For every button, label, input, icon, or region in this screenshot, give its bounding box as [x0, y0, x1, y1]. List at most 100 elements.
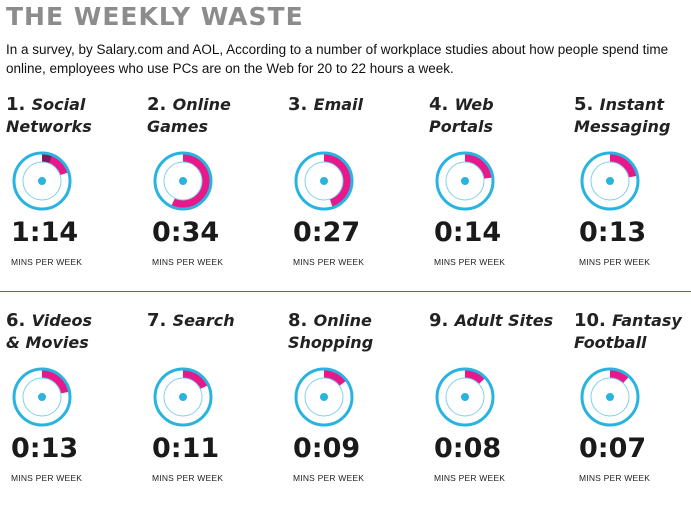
item-label: 3. Email	[288, 94, 428, 116]
item-label: 8. Online Shopping	[288, 310, 428, 354]
item-unit: MINS PER WEEK	[579, 473, 651, 483]
item-label: 1. Social Networks	[6, 94, 146, 138]
gauge-chart	[12, 367, 72, 427]
gauge-outer-ring	[12, 151, 72, 211]
item-rank: 4.	[429, 94, 455, 115]
chart-item: 8. Online Shopping 0:09 MINS PER WEEK	[288, 308, 428, 508]
gauge-outer-ring	[580, 367, 640, 427]
item-category: Videos	[31, 311, 93, 330]
item-category: Messaging	[574, 117, 671, 136]
chart-item: 10. Fantasy Football 0:07 MINS PER WEEK	[574, 308, 691, 508]
item-value: 0:27	[293, 217, 361, 248]
item-value: 0:11	[152, 433, 220, 464]
item-label: 6. Videos & Movies	[6, 310, 146, 354]
item-rank: 6.	[6, 310, 32, 331]
item-category: Search	[172, 311, 235, 330]
item-unit: MINS PER WEEK	[293, 257, 365, 267]
gauge-center-dot	[38, 393, 46, 401]
item-value: 0:13	[579, 217, 647, 248]
item-value: 0:13	[11, 433, 79, 464]
gauge-center-dot	[320, 177, 328, 185]
gauge-chart	[294, 151, 354, 211]
page-title: THE WEEKLY WASTE	[6, 2, 304, 31]
item-category: Networks	[6, 117, 92, 136]
item-value: 1:14	[11, 217, 79, 248]
gauge-chart	[580, 151, 640, 211]
chart-item: 5. Instant Messaging 0:13 MINS PER WEEK	[574, 92, 691, 292]
gauge-chart	[12, 151, 72, 211]
item-value: 0:09	[293, 433, 361, 464]
item-unit: MINS PER WEEK	[434, 257, 506, 267]
gauge-outer-ring	[153, 151, 213, 211]
gauge-center-dot	[320, 393, 328, 401]
chart-item: 9. Adult Sites 0:08 MINS PER WEEK	[429, 308, 569, 508]
item-label: 2. Online Games	[147, 94, 287, 138]
item-rank: 1.	[6, 94, 32, 115]
item-rank: 3.	[288, 94, 314, 115]
chart-item: 4. Web Portals 0:14 MINS PER WEEK	[429, 92, 569, 292]
item-value: 0:34	[152, 217, 220, 248]
item-label: 10. Fantasy Football	[574, 310, 691, 354]
item-rank: 10.	[574, 310, 613, 331]
chart-item: 3. Email 0:27 MINS PER WEEK	[288, 92, 428, 292]
item-category: Social	[31, 95, 86, 114]
item-label: 5. Instant Messaging	[574, 94, 691, 138]
item-label: 4. Web Portals	[429, 94, 569, 138]
gauge-outer-ring	[294, 367, 354, 427]
item-unit: MINS PER WEEK	[11, 473, 83, 483]
gauge-center-dot	[38, 177, 46, 185]
chart-row-bottom: 6. Videos & Movies 0:13 MINS PER WEEK 7. Sea…	[0, 308, 691, 508]
item-label: 9. Adult Sites	[429, 310, 569, 332]
gauge-center-dot	[606, 177, 614, 185]
gauge-chart	[435, 151, 495, 211]
chart-item: 7. Search 0:11 MINS PER WEEK	[147, 308, 287, 508]
gauge-chart	[580, 367, 640, 427]
item-category: Games	[147, 117, 208, 136]
item-category: Football	[574, 333, 647, 352]
item-category: Web	[454, 95, 494, 114]
item-category: Instant	[599, 95, 664, 114]
gauge-chart	[435, 367, 495, 427]
gauge-chart	[153, 151, 213, 211]
gauge-outer-ring	[435, 151, 495, 211]
gauge-center-dot	[606, 393, 614, 401]
gauge-center-dot	[461, 177, 469, 185]
item-rank: 7.	[147, 310, 173, 331]
item-unit: MINS PER WEEK	[434, 473, 506, 483]
gauge-outer-ring	[12, 367, 72, 427]
intro-text: In a survey, by Salary.com and AOL, Acco…	[6, 42, 669, 76]
item-category: Email	[313, 95, 364, 114]
gauge-chart	[153, 367, 213, 427]
item-category: Shopping	[288, 333, 374, 352]
item-rank: 2.	[147, 94, 173, 115]
item-category: Online	[172, 95, 231, 114]
gauge-outer-ring	[294, 151, 354, 211]
item-category: Online	[313, 311, 372, 330]
item-category: Portals	[429, 117, 494, 136]
gauge-center-dot	[179, 177, 187, 185]
chart-row-top: 1. Social Networks 1:14 MINS PER WEEK 2. Onl…	[0, 92, 691, 292]
chart-item: 2. Online Games 0:34 MINS PER WEEK	[147, 92, 287, 292]
item-rank: 9.	[429, 310, 455, 331]
row-divider	[0, 291, 691, 292]
chart-item: 6. Videos & Movies 0:13 MINS PER WEEK	[6, 308, 146, 508]
gauge-chart	[294, 367, 354, 427]
item-unit: MINS PER WEEK	[152, 473, 224, 483]
gauge-outer-ring	[580, 151, 640, 211]
item-value: 0:07	[579, 433, 647, 464]
chart-item: 1. Social Networks 1:14 MINS PER WEEK	[6, 92, 146, 292]
gauge-center-dot	[461, 393, 469, 401]
gauge-center-dot	[179, 393, 187, 401]
gauge-outer-ring	[153, 367, 213, 427]
item-unit: MINS PER WEEK	[293, 473, 365, 483]
item-rank: 8.	[288, 310, 314, 331]
item-category: & Movies	[6, 333, 89, 352]
gauge-outer-ring	[435, 367, 495, 427]
item-value: 0:08	[434, 433, 502, 464]
item-unit: MINS PER WEEK	[11, 257, 83, 267]
item-category: Adult Sites	[454, 311, 554, 330]
item-unit: MINS PER WEEK	[152, 257, 224, 267]
item-value: 0:14	[434, 217, 502, 248]
item-category: Fantasy	[612, 311, 682, 330]
item-label: 7. Search	[147, 310, 287, 332]
